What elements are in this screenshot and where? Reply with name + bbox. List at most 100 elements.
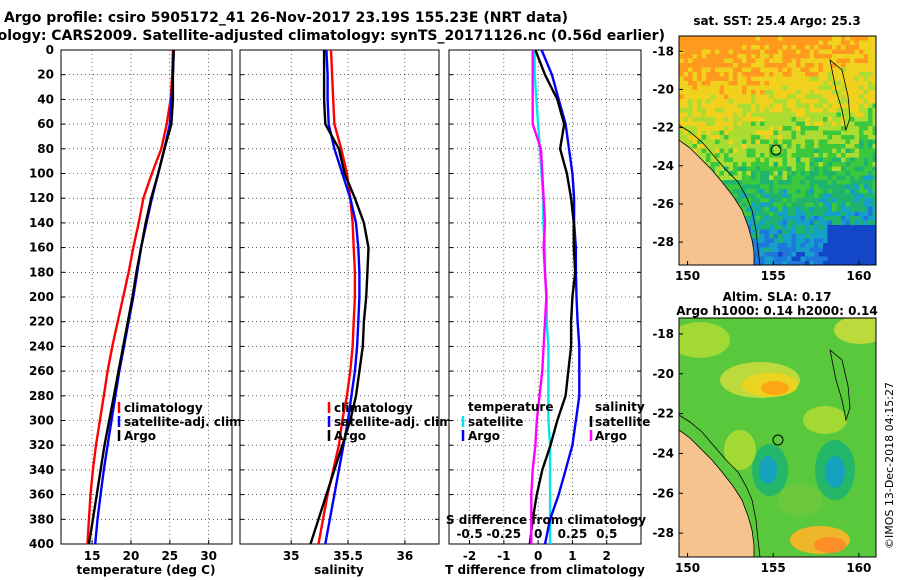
sst-map: sat. SST: 25.4 Argo: 25.3 150 155 160-18-2… [652,14,877,283]
depth-tick-label: 320 [29,438,54,452]
sst-cell [719,58,725,64]
sst-cell [854,49,860,55]
sst-cell [827,117,833,122]
sst-cell [755,171,761,176]
x-tick-label: 1 [568,549,576,563]
sst-cell [836,36,842,41]
sst-cell [746,126,752,131]
sst-cell [868,45,873,50]
sst-cell [724,58,729,64]
sst-cell [841,130,846,136]
sst-cell [796,220,801,226]
sst-cell [805,76,810,82]
temperature-axes-frame [60,49,233,545]
sst-cell [800,121,806,127]
sst-cell [845,112,851,118]
sst-cell [737,121,743,127]
sst-cell [832,157,837,163]
sst-cell [706,162,711,167]
sst-cell [719,108,725,113]
sst-cell [706,72,711,77]
sst-cell [827,211,833,217]
sst-cell [782,153,788,158]
sst-cell [760,67,765,73]
sst-cell [769,112,774,118]
sst-cell [688,90,693,95]
sst-cell [787,76,792,82]
sst-cell [827,220,833,226]
sst-cell [863,243,869,248]
sst-cell [859,220,864,226]
sst-cell [809,72,815,77]
sst-cell [859,45,864,50]
sst-cell [787,225,792,230]
sst-cell [760,184,765,190]
sst-cell [764,234,770,239]
sst-cell [827,202,833,208]
sst-cell [832,72,837,77]
sst-cell [827,166,833,172]
sst-cell [818,261,824,265]
sst-cell [845,216,851,221]
sst-cell [719,63,725,68]
sst-cell [832,45,837,50]
sst-cell [868,175,873,181]
sst-cell [872,45,876,50]
sst-cell [719,175,725,181]
sst-cell [787,193,792,199]
sst-cell [701,148,707,154]
sst-cell [764,94,770,100]
temperature-legend: climatology satellite-adj. clim. Argo [117,401,246,443]
sst-cell [737,171,743,176]
sst-cell [688,103,693,109]
sst-cell [719,171,725,176]
sst-cell [854,103,860,109]
sst-cell [719,153,725,158]
sst-cell [787,238,792,244]
sst-cell [845,247,851,253]
sst-cell [755,94,761,100]
sst-cell [827,252,833,257]
sst-cell [769,180,774,185]
sst-cell [868,112,873,118]
sst-cell [791,166,797,172]
sst-cell [791,90,797,95]
sst-cell [751,153,756,158]
sst-cell [701,85,707,91]
sst-cell [854,202,860,208]
sst-cell [679,40,684,46]
sst-cell [751,148,756,154]
sst-cell [782,148,788,154]
map-y-tick-label: -26 [652,197,674,211]
sst-cell [872,238,876,244]
sst-cell [706,139,711,145]
sst-cell [782,126,788,131]
sst-cell [854,220,860,226]
sst-cell [737,148,743,154]
sst-cell [859,198,864,203]
sst-cell [800,94,806,100]
sst-cell [850,238,855,244]
sst-cell [814,58,819,64]
sla-map-frame [678,317,877,558]
sst-cell [832,108,837,113]
sst-cell [800,220,806,226]
sst-cell [809,252,815,257]
sst-cell [863,99,869,104]
sst-cell [751,234,756,239]
sst-cell [737,153,743,158]
sst-cell [872,229,876,235]
sst-cell [715,49,720,55]
sst-cell [773,130,779,136]
sst-cell [841,40,846,46]
sst-cell [760,166,765,172]
sst-cell [733,171,738,176]
sst-cell [854,238,860,244]
sst-cell [868,225,873,230]
sst-cell [827,112,833,118]
sst-cell [760,238,765,244]
sst-cell [868,117,873,122]
sst-cell [728,139,734,145]
sst-cell [737,144,743,149]
sst-cell [764,193,770,199]
